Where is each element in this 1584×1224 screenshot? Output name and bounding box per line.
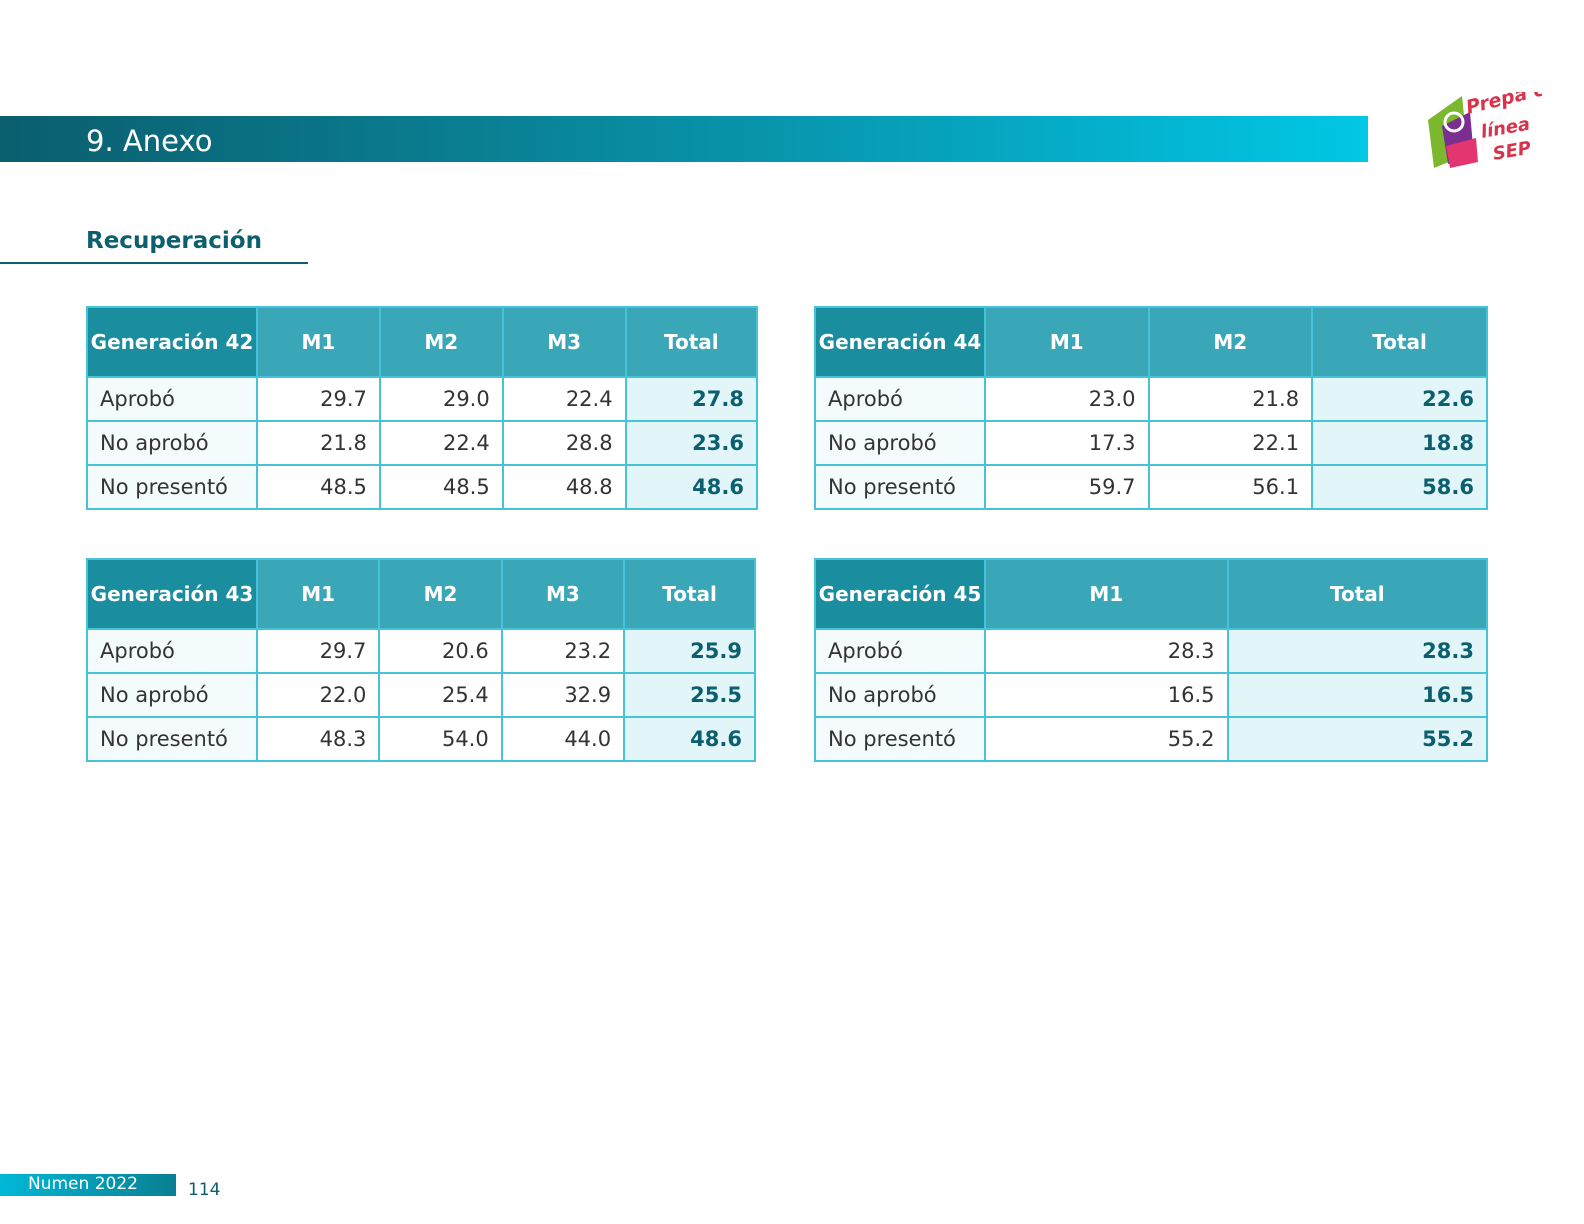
cell: 21.8 [1147,376,1314,422]
total-cell: 18.8 [1311,420,1488,466]
svg-text:SEP: SEP [1491,138,1533,165]
header-cell: Total [1226,558,1489,630]
header-cell: M2 [1147,306,1314,378]
row-label: No presentó [86,716,258,762]
header-cell: M2 [378,558,503,630]
header-cell: Total [1311,306,1488,378]
prepa-en-linea-logo: Prepa en línea SEP [1428,92,1542,168]
cell: 22.4 [378,420,504,466]
table-row: No presentó 48.5 48.5 48.8 48.6 [86,464,759,510]
cell: 32.9 [500,672,626,718]
cell: 21.8 [256,420,381,466]
footer-bar [0,1174,176,1196]
table-row: No aprobó 22.0 25.4 32.9 25.5 [86,672,756,718]
table-row: No aprobó 17.3 22.1 18.8 [814,420,1488,466]
total-cell: 55.2 [1226,716,1489,762]
row-label: No aprobó [86,672,258,718]
cell: 16.5 [984,672,1229,718]
header-cell: M2 [378,306,504,378]
table-header-row: Generación 43 M1 M2 M3 Total [86,558,756,630]
header-cell: Generación 44 [814,306,986,378]
total-cell: 25.9 [623,628,756,674]
total-cell: 27.8 [624,376,759,422]
total-cell: 48.6 [624,464,759,510]
header-cell: Generación 43 [86,558,258,630]
row-label: Aprobó [86,376,258,422]
cell: 23.0 [984,376,1150,422]
footer-label: Numen 2022 [28,1174,138,1194]
section-divider [0,262,308,264]
total-cell: 58.6 [1311,464,1488,510]
page-number: 114 [188,1180,221,1200]
cell: 17.3 [984,420,1150,466]
header-cell: M3 [501,306,627,378]
row-label: Aprobó [814,628,986,674]
table-row: Aprobó 28.3 28.3 [814,628,1489,674]
header-cell: Generación 45 [814,558,986,630]
row-label: No aprobó [814,420,986,466]
table-row: Aprobó 23.0 21.8 22.6 [814,376,1488,422]
table-row: Aprobó 29.7 20.6 23.2 25.9 [86,628,756,674]
cell: 29.7 [256,376,381,422]
table-row: Aprobó 29.7 29.0 22.4 27.8 [86,376,759,422]
cell: 54.0 [378,716,503,762]
total-cell: 16.5 [1226,672,1489,718]
cell: 29.7 [255,628,381,674]
total-cell: 23.6 [624,420,759,466]
table-generacion-42: Generación 42 M1 M2 M3 Total Aprobó 29.7… [86,306,759,510]
row-label: No presentó [814,716,986,762]
cell: 59.7 [984,464,1150,510]
cell: 48.8 [501,464,627,510]
table-row: No presentó 55.2 55.2 [814,716,1489,762]
header-cell: Total [623,558,756,630]
cell: 44.0 [500,716,626,762]
header-cell: M1 [984,306,1150,378]
table-generacion-43: Generación 43 M1 M2 M3 Total Aprobó 29.7… [86,558,756,762]
row-label: Aprobó [86,628,258,674]
cell: 48.5 [378,464,504,510]
row-label: No presentó [814,464,986,510]
total-cell: 25.5 [623,672,756,718]
page-title: 9. Anexo [86,124,213,158]
header-cell: M1 [984,558,1229,630]
cell: 22.1 [1147,420,1314,466]
table-row: No aprobó 21.8 22.4 28.8 23.6 [86,420,759,466]
cell: 55.2 [984,716,1229,762]
header-bar [0,116,1368,162]
cell: 22.4 [501,376,627,422]
cell: 48.5 [256,464,381,510]
cell: 48.3 [255,716,381,762]
cell: 28.3 [984,628,1229,674]
header-cell: M3 [500,558,626,630]
svg-text:Prepa en: Prepa en [1464,92,1542,119]
cell: 23.2 [500,628,626,674]
cell: 56.1 [1147,464,1314,510]
table-header-row: Generación 44 M1 M2 Total [814,306,1488,378]
section-title: Recuperación [86,228,262,254]
table-generacion-45: Generación 45 M1 Total Aprobó 28.3 28.3 … [814,558,1489,762]
table-header-row: Generación 42 M1 M2 M3 Total [86,306,759,378]
table-row: No aprobó 16.5 16.5 [814,672,1489,718]
row-label: No aprobó [86,420,258,466]
header-cell: M1 [256,306,381,378]
header-cell: Generación 42 [86,306,258,378]
cell: 20.6 [378,628,503,674]
table-row: No presentó 48.3 54.0 44.0 48.6 [86,716,756,762]
total-cell: 22.6 [1311,376,1488,422]
cell: 29.0 [378,376,504,422]
cell: 28.8 [501,420,627,466]
cell: 25.4 [378,672,503,718]
table-generacion-44: Generación 44 M1 M2 Total Aprobó 23.0 21… [814,306,1488,510]
row-label: No aprobó [814,672,986,718]
table-header-row: Generación 45 M1 Total [814,558,1489,630]
row-label: Aprobó [814,376,986,422]
header-cell: M1 [255,558,381,630]
cell: 22.0 [255,672,381,718]
total-cell: 48.6 [623,716,756,762]
header-cell: Total [624,306,759,378]
table-row: No presentó 59.7 56.1 58.6 [814,464,1488,510]
total-cell: 28.3 [1226,628,1489,674]
row-label: No presentó [86,464,258,510]
